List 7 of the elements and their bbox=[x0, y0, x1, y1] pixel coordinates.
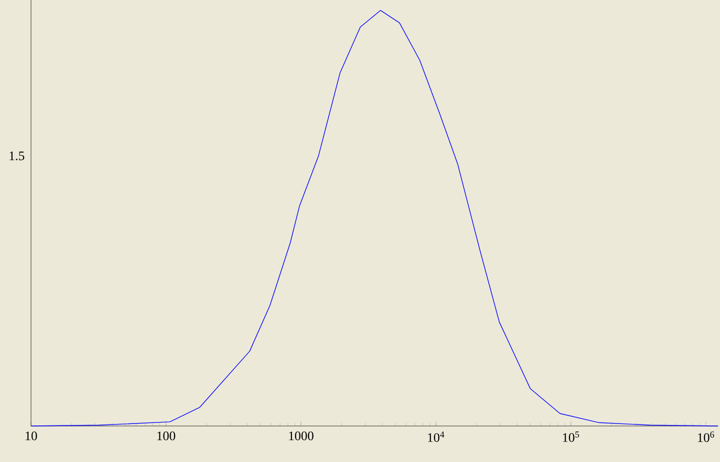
x-tick-label: 10$^{4}$ bbox=[428, 432, 444, 442]
x-tick-label: 10 bbox=[26, 432, 37, 440]
x-tick-label: 10$^{5}$ bbox=[563, 432, 580, 442]
x-tick-label: 10$^{6}$ bbox=[698, 432, 714, 442]
text: 1.5 bbox=[10, 152, 24, 160]
x-tick-label: 1000 bbox=[289, 432, 314, 440]
x-tick-label: 100 bbox=[157, 432, 176, 440]
